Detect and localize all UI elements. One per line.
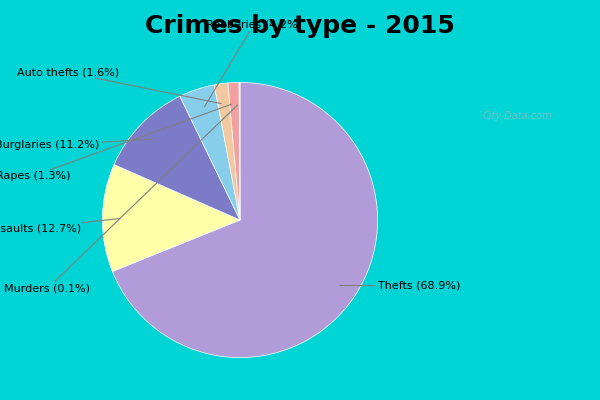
Wedge shape [103, 164, 240, 272]
Wedge shape [228, 82, 240, 220]
Text: Robberies (4.2%): Robberies (4.2%) [205, 19, 302, 107]
Wedge shape [180, 85, 240, 220]
Text: Murders (0.1%): Murders (0.1%) [4, 105, 238, 294]
Text: Assaults (12.7%): Assaults (12.7%) [0, 218, 120, 233]
Text: Crimes by type - 2015: Crimes by type - 2015 [145, 14, 455, 38]
Text: City-Data.com: City-Data.com [482, 111, 552, 121]
Text: Auto thefts (1.6%): Auto thefts (1.6%) [17, 68, 221, 104]
Wedge shape [214, 83, 240, 220]
Text: Rapes (1.3%): Rapes (1.3%) [0, 104, 232, 181]
Wedge shape [114, 96, 240, 220]
Wedge shape [239, 82, 240, 220]
Text: Thefts (68.9%): Thefts (68.9%) [340, 281, 460, 291]
Wedge shape [112, 82, 377, 358]
Text: Burglaries (11.2%): Burglaries (11.2%) [0, 139, 153, 150]
